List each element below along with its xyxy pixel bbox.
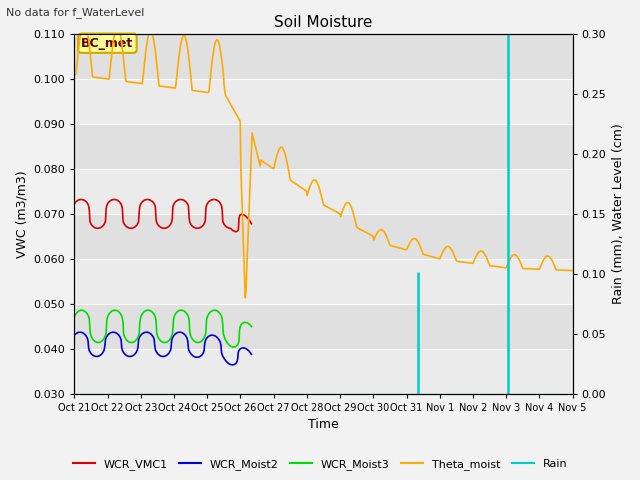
Bar	[74, 259, 573, 304]
Text: BC_met: BC_met	[81, 37, 134, 50]
Y-axis label: Rain (mm), Water Level (cm): Rain (mm), Water Level (cm)	[612, 123, 625, 304]
X-axis label: Time: Time	[308, 419, 339, 432]
Legend: WCR_VMC1, WCR_Moist2, WCR_Moist3, Theta_moist, Rain: WCR_VMC1, WCR_Moist2, WCR_Moist3, Theta_…	[68, 455, 572, 474]
Bar	[74, 349, 573, 394]
Y-axis label: VWC (m3/m3): VWC (m3/m3)	[15, 170, 28, 258]
Bar	[74, 34, 573, 79]
Bar	[74, 124, 573, 169]
Text: No data for f_WaterLevel: No data for f_WaterLevel	[6, 7, 145, 18]
Bar	[74, 169, 573, 214]
Bar	[74, 79, 573, 124]
Title: Soil Moisture: Soil Moisture	[275, 15, 372, 30]
Bar	[74, 214, 573, 259]
Bar	[74, 304, 573, 349]
